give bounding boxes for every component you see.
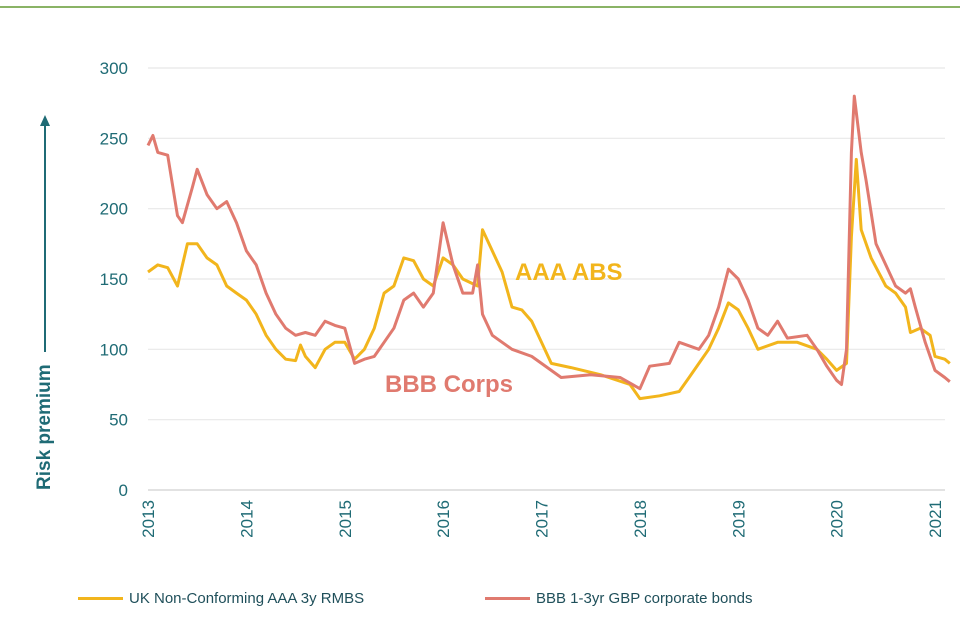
top-divider (0, 6, 960, 8)
y-tick-label: 50 (109, 411, 128, 430)
series-lines (146, 94, 951, 401)
x-tick-label: 2019 (729, 500, 748, 538)
y-tick-label: 200 (100, 200, 128, 219)
y-axis-label: Risk premium (34, 364, 55, 490)
x-tick-label: 2013 (139, 500, 158, 538)
y-tick-labels: 0 50 100 150 200 250 300 (100, 59, 128, 500)
legend-swatch-bbb (485, 597, 530, 600)
x-tick-label: 2016 (434, 500, 453, 538)
x-tick-label: 2017 (533, 500, 552, 538)
legend-swatch-aaa (78, 597, 123, 600)
y-tick-label: 300 (100, 59, 128, 78)
x-tick-label: 2014 (237, 500, 256, 538)
arrow-up-icon (40, 115, 50, 126)
y-tick-label: 250 (100, 129, 128, 148)
annotation-bbb-corps: BBB Corps (385, 371, 513, 398)
legend-label-aaa: UK Non-Conforming AAA 3y RMBS (129, 590, 365, 607)
y-tick-label: 100 (100, 340, 128, 359)
annotation-aaa-abs: AAA ABS (515, 259, 623, 286)
x-tick-label: 2021 (926, 500, 945, 538)
x-tick-label: 2018 (631, 500, 650, 538)
x-tick-labels: 2013 2014 2015 2016 2017 2018 2019 2020 2021 (139, 500, 945, 538)
series-line-bbb-corporate (146, 94, 951, 391)
legend-item-aaa: UK Non-Conforming AAA 3y RMBS (78, 590, 364, 607)
y-tick-label: 0 (119, 481, 128, 500)
x-tick-label: 2020 (828, 500, 847, 538)
y-tick-label: 150 (100, 270, 128, 289)
x-tick-label: 2015 (336, 500, 355, 538)
y-axis-label-group: Risk premium (34, 115, 55, 490)
gridlines (148, 67, 945, 491)
legend-label-bbb: BBB 1-3yr GBP corporate bonds (536, 590, 753, 607)
legend-item-bbb: BBB 1-3yr GBP corporate bonds (485, 590, 753, 607)
